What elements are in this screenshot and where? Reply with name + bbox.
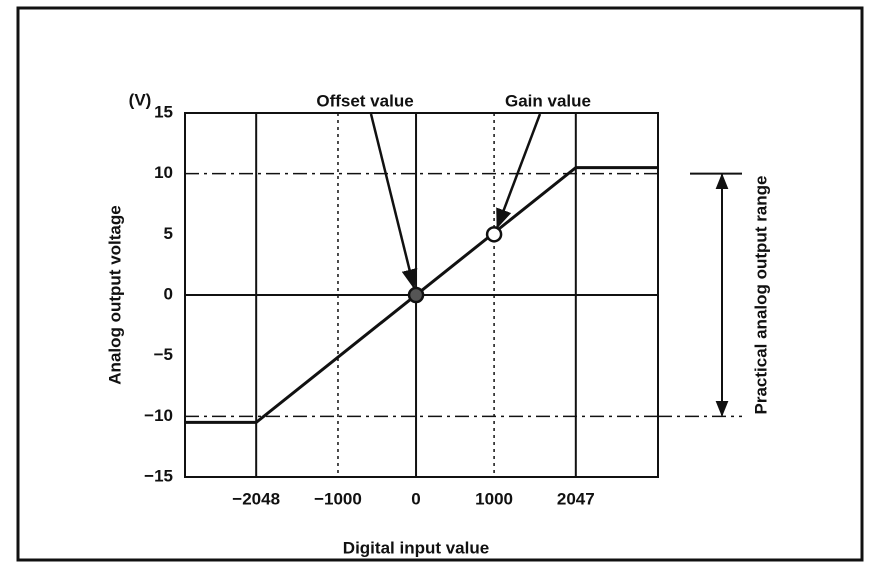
y-tick-label: −15 — [144, 466, 173, 485]
y-tick-label: −5 — [154, 345, 173, 364]
y-tick-label: 10 — [154, 163, 173, 182]
x-axis-label: Digital input value — [343, 538, 489, 557]
y-tick-label: 15 — [154, 102, 173, 121]
x-tick-label: −1000 — [314, 489, 362, 508]
x-tick-label: 0 — [411, 489, 420, 508]
x-tick-label: 1000 — [475, 489, 513, 508]
y-tick-label: 5 — [164, 224, 173, 243]
point-label: Offset value — [316, 91, 413, 110]
frame — [16, 6, 864, 562]
point-label: Gain value — [505, 91, 591, 110]
x-tick-label: −2048 — [232, 489, 280, 508]
y-axis-label: Analog output voltage — [105, 205, 124, 384]
y-unit: (V) — [129, 90, 152, 109]
range-label: Practical analog output range — [751, 176, 770, 415]
point-marker — [407, 286, 425, 304]
pointer-arrow — [369, 113, 418, 290]
x-tick-label: 2047 — [557, 489, 595, 508]
point-marker — [485, 226, 503, 243]
y-tick-label: 0 — [164, 284, 173, 303]
pointer-arrow — [496, 113, 542, 229]
y-tick-label: −10 — [144, 406, 173, 425]
